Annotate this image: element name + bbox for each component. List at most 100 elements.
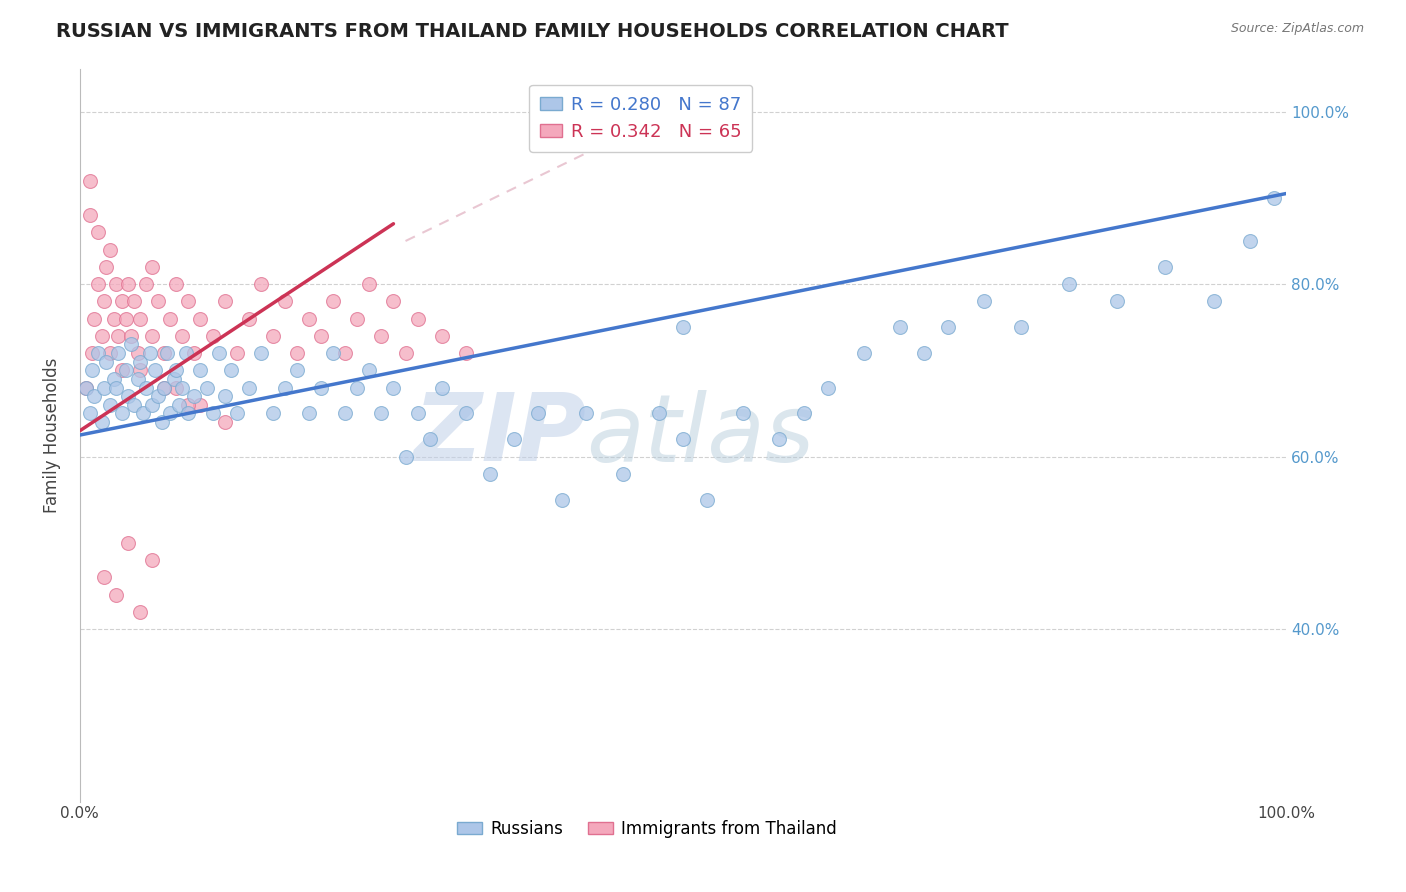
Point [111, 363, 134, 377]
Point [346, 311, 368, 326]
Point [889, 320, 911, 334]
Point [238, 311, 260, 326]
Point [817, 381, 839, 395]
Point [190, 311, 212, 326]
Y-axis label: Family Households: Family Households [44, 358, 60, 513]
Point [973, 294, 995, 309]
Point [1154, 260, 1177, 274]
Point [527, 407, 550, 421]
Point [430, 381, 453, 395]
Point [131, 407, 153, 421]
Point [183, 389, 205, 403]
Point [612, 467, 634, 481]
Point [120, 329, 142, 343]
Point [111, 294, 134, 309]
Point [936, 320, 959, 334]
Point [135, 277, 157, 292]
Point [309, 381, 332, 395]
Point [153, 381, 176, 395]
Point [96, 355, 118, 369]
Point [852, 346, 875, 360]
Point [359, 277, 381, 292]
Point [75, 381, 97, 395]
Point [201, 329, 224, 343]
Point [370, 407, 392, 421]
Point [262, 407, 284, 421]
Point [382, 294, 405, 309]
Point [430, 329, 453, 343]
Point [172, 381, 194, 395]
Point [225, 346, 247, 360]
Point [298, 407, 321, 421]
Point [105, 381, 128, 395]
Legend: Russians, Immigrants from Thailand: Russians, Immigrants from Thailand [450, 814, 844, 845]
Point [129, 355, 152, 369]
Point [322, 294, 344, 309]
Point [93, 294, 115, 309]
Point [262, 329, 284, 343]
Point [87, 226, 110, 240]
Point [225, 407, 247, 421]
Point [335, 407, 357, 421]
Point [174, 346, 197, 360]
Point [912, 346, 935, 360]
Point [141, 260, 163, 274]
Point [98, 346, 121, 360]
Point [335, 346, 357, 360]
Point [298, 311, 321, 326]
Point [90, 415, 112, 429]
Point [648, 407, 671, 421]
Point [129, 605, 152, 619]
Point [127, 346, 149, 360]
Point [359, 363, 381, 377]
Text: ZIP: ZIP [413, 389, 586, 481]
Point [135, 381, 157, 395]
Point [83, 389, 105, 403]
Point [419, 433, 441, 447]
Point [148, 389, 170, 403]
Point [122, 398, 145, 412]
Point [141, 329, 163, 343]
Point [80, 346, 103, 360]
Point [274, 294, 297, 309]
Point [98, 243, 121, 257]
Point [117, 389, 139, 403]
Point [172, 329, 194, 343]
Point [672, 433, 695, 447]
Point [1202, 294, 1225, 309]
Text: RUSSIAN VS IMMIGRANTS FROM THAILAND FAMILY HOUSEHOLDS CORRELATION CHART: RUSSIAN VS IMMIGRANTS FROM THAILAND FAMI… [56, 22, 1010, 41]
Point [406, 407, 429, 421]
Point [167, 398, 190, 412]
Text: Source: ZipAtlas.com: Source: ZipAtlas.com [1230, 22, 1364, 36]
Point [672, 320, 695, 334]
Point [79, 208, 101, 222]
Point [454, 407, 477, 421]
Point [1239, 234, 1261, 248]
Point [163, 372, 186, 386]
Point [214, 389, 236, 403]
Point [87, 346, 110, 360]
Point [214, 294, 236, 309]
Point [1010, 320, 1032, 334]
Point [93, 570, 115, 584]
Point [394, 346, 416, 360]
Point [382, 381, 405, 395]
Point [214, 415, 236, 429]
Point [153, 346, 176, 360]
Point [141, 553, 163, 567]
Point [105, 277, 128, 292]
Point [159, 407, 181, 421]
Point [159, 311, 181, 326]
Point [249, 346, 271, 360]
Point [190, 398, 212, 412]
Point [274, 381, 297, 395]
Point [75, 381, 97, 395]
Point [238, 381, 260, 395]
Point [127, 372, 149, 386]
Point [249, 277, 271, 292]
Point [346, 381, 368, 395]
Point [114, 311, 136, 326]
Point [120, 337, 142, 351]
Point [87, 277, 110, 292]
Point [394, 450, 416, 464]
